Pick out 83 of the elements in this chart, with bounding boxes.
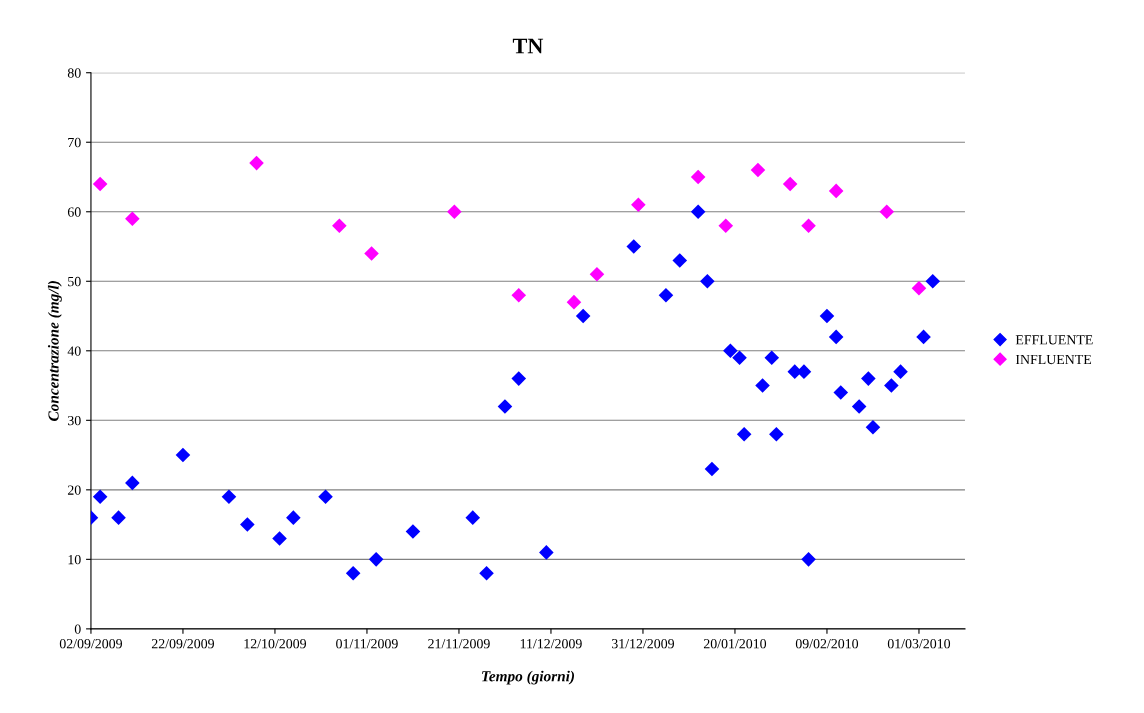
point bbox=[447, 204, 462, 220]
point bbox=[539, 545, 554, 560]
x-tick-label: 11/12/2009 bbox=[520, 638, 582, 649]
point bbox=[690, 169, 706, 185]
point bbox=[893, 364, 908, 379]
point bbox=[249, 155, 264, 171]
chart-title: TN bbox=[512, 38, 544, 54]
point bbox=[750, 162, 766, 178]
point bbox=[828, 329, 844, 345]
y-tick-label: 20 bbox=[67, 485, 81, 495]
point bbox=[405, 524, 421, 539]
x-tick-label: 01/11/2009 bbox=[336, 638, 398, 649]
point bbox=[764, 350, 780, 366]
point bbox=[626, 239, 642, 254]
point bbox=[732, 350, 747, 366]
point bbox=[125, 211, 140, 226]
point bbox=[769, 426, 784, 442]
y-tick-label: 80 bbox=[67, 68, 81, 78]
y-axis-title: Concentrazione (mg/l) bbox=[47, 281, 62, 421]
point bbox=[332, 218, 347, 233]
point bbox=[801, 552, 816, 567]
y-tick-label: 30 bbox=[68, 415, 81, 426]
point bbox=[723, 343, 738, 359]
point bbox=[911, 280, 927, 296]
point bbox=[631, 197, 646, 213]
point bbox=[566, 294, 582, 310]
point bbox=[879, 204, 895, 220]
x-axis-title: Tempo (giorni) bbox=[482, 670, 575, 685]
point bbox=[92, 489, 108, 505]
y-tick-label: 50 bbox=[68, 276, 81, 287]
point bbox=[240, 517, 255, 532]
point bbox=[925, 274, 941, 289]
legend-label: INFLUENTE bbox=[1015, 354, 1092, 365]
y-tick-label: 70 bbox=[68, 137, 81, 148]
point bbox=[755, 378, 770, 393]
x-tick-label: 09/02/2010 bbox=[795, 638, 859, 649]
point bbox=[736, 426, 752, 442]
point bbox=[782, 176, 798, 192]
point bbox=[865, 419, 881, 435]
x-tick-label: 02/09/2009 bbox=[59, 638, 123, 649]
point bbox=[833, 385, 849, 400]
x-tick-label: 01/03/2010 bbox=[887, 638, 951, 649]
point bbox=[511, 287, 527, 303]
point bbox=[884, 378, 899, 393]
x-tick-label: 31/12/2009 bbox=[611, 638, 675, 649]
x-tick-label: 12/10/2009 bbox=[244, 638, 307, 649]
point bbox=[221, 489, 237, 505]
point bbox=[465, 510, 481, 525]
point bbox=[861, 371, 876, 386]
point bbox=[828, 183, 844, 199]
point bbox=[92, 176, 108, 192]
legend-label: EFFLUENTE bbox=[1015, 335, 1093, 345]
point bbox=[718, 218, 734, 233]
x-tick-label: 22/09/2009 bbox=[151, 638, 215, 649]
y-tick-label: 0 bbox=[74, 624, 81, 634]
point bbox=[479, 565, 494, 581]
point bbox=[690, 204, 706, 220]
y-tick-label: 10 bbox=[68, 554, 81, 565]
point bbox=[175, 447, 191, 463]
point bbox=[497, 399, 513, 414]
point bbox=[916, 329, 931, 345]
point bbox=[575, 308, 591, 324]
point bbox=[589, 267, 605, 282]
x-tick-label: 21/11/2009 bbox=[428, 638, 490, 649]
point bbox=[851, 399, 867, 414]
point bbox=[125, 475, 140, 491]
point bbox=[345, 565, 361, 581]
point bbox=[704, 461, 720, 477]
point bbox=[819, 308, 835, 324]
point bbox=[368, 552, 384, 567]
point bbox=[111, 510, 126, 525]
y-tick-label: 40 bbox=[67, 346, 81, 356]
point bbox=[286, 510, 301, 525]
point bbox=[364, 246, 379, 261]
point bbox=[700, 274, 715, 289]
point bbox=[511, 371, 527, 386]
x-tick-label: 20/01/2010 bbox=[703, 638, 767, 649]
y-tick-label: 60 bbox=[67, 207, 81, 217]
point bbox=[801, 218, 816, 233]
point bbox=[672, 253, 688, 268]
point bbox=[272, 531, 287, 546]
point bbox=[318, 489, 333, 505]
point bbox=[658, 287, 674, 303]
